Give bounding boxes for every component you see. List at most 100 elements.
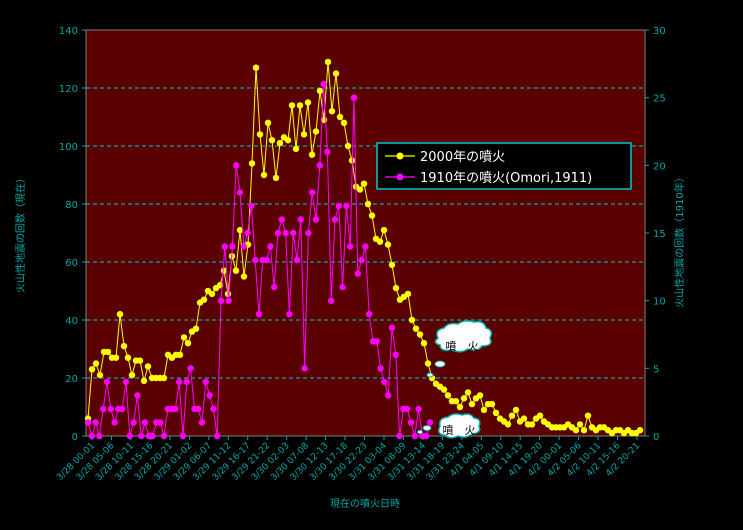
data-point-1910 [271, 283, 278, 291]
data-point-1910 [404, 405, 411, 413]
data-point-1910 [183, 378, 190, 386]
data-point-1910 [267, 243, 274, 250]
data-point-2000 [144, 363, 152, 370]
right-y-axis: 0 5 10 15 20 25 30 [645, 26, 666, 443]
data-point-1910 [316, 162, 323, 169]
data-point-1910 [252, 256, 259, 264]
data-point-2000 [192, 325, 200, 332]
data-point-1910 [134, 392, 141, 399]
data-point-2000 [356, 186, 364, 193]
data-point-2000 [476, 392, 484, 399]
right-tick-label: 30 [653, 26, 666, 37]
legend: 2000年の噴火 1910年の噴火(Omori,1911) [376, 142, 632, 190]
data-point-2000 [308, 151, 316, 158]
data-point-1910 [286, 311, 293, 318]
data-point-1910 [354, 270, 361, 277]
data-point-1910 [138, 432, 145, 440]
data-point-1910 [149, 432, 156, 440]
data-point-1910 [415, 405, 422, 413]
data-point-1910 [426, 419, 434, 426]
data-point-1910 [392, 351, 399, 358]
data-point-2000 [312, 128, 320, 135]
data-point-2000 [220, 267, 228, 274]
data-point-1910 [282, 229, 289, 237]
y-axis-title-left: 火山性地震の回数（現在） [14, 173, 27, 293]
data-point-2000 [268, 137, 276, 144]
data-point-1910 [187, 365, 194, 372]
data-point-2000 [452, 398, 460, 405]
left-tick-label: 120 [59, 84, 78, 95]
data-point-2000 [344, 142, 352, 150]
data-point-2000 [292, 145, 300, 153]
data-point-1910 [407, 419, 415, 426]
data-point-2000 [528, 421, 536, 428]
data-point-2000 [324, 58, 332, 66]
data-point-2000 [504, 421, 512, 428]
data-point-1910 [96, 432, 103, 440]
data-point-1910 [274, 229, 282, 237]
data-point-2000 [304, 99, 312, 106]
data-point-2000 [240, 273, 248, 280]
data-point-1910 [92, 419, 99, 426]
data-point-1910 [126, 432, 133, 440]
data-point-2000 [576, 421, 584, 428]
data-point-2000 [332, 70, 340, 77]
data-point-1910 [423, 432, 430, 440]
data-point-1910 [229, 243, 236, 250]
data-point-1910 [343, 202, 350, 210]
data-point-2000 [508, 412, 516, 419]
legend-label-1910: 1910年の噴火(Omori,1911) [420, 171, 592, 186]
y-axis-title-right: 火山性地震の回数（1910年） [673, 172, 686, 307]
data-point-1910 [221, 243, 228, 250]
plot-area [85, 29, 646, 437]
legend-box [376, 142, 632, 190]
data-point-2000 [480, 406, 488, 414]
data-point-1910 [160, 432, 168, 440]
data-point-1910 [324, 148, 331, 155]
data-point-1910 [217, 297, 225, 304]
data-point-1910 [411, 432, 418, 440]
data-point-2000 [176, 351, 184, 358]
data-point-2000 [96, 371, 104, 379]
data-point-2000 [488, 400, 496, 408]
data-point-1910 [385, 392, 392, 399]
data-point-2000 [336, 113, 344, 121]
data-point-2000 [584, 412, 592, 419]
data-point-1910 [320, 80, 327, 88]
data-point-2000 [200, 296, 208, 303]
data-point-1910 [172, 405, 179, 413]
data-point-1910 [198, 419, 206, 426]
right-tick-label: 10 [653, 297, 666, 308]
data-point-1910 [141, 419, 149, 426]
data-point-2000 [520, 415, 528, 422]
data-point-1910 [111, 419, 118, 426]
eruption-callout-1910: 噴 火 [417, 413, 481, 439]
data-point-1910 [195, 405, 202, 413]
left-tick-label: 100 [59, 142, 78, 153]
data-point-1910 [347, 243, 354, 250]
right-tick-label: 20 [653, 161, 666, 172]
data-point-1910 [225, 297, 232, 304]
right-tick-label: 5 [653, 364, 659, 375]
data-point-1910 [157, 419, 164, 426]
left-tick-label: 80 [65, 200, 78, 211]
data-point-2000 [512, 406, 520, 414]
right-tick-label: 15 [653, 229, 666, 240]
data-point-2000 [124, 354, 132, 361]
data-point-2000 [404, 290, 412, 298]
data-point-1910 [119, 405, 126, 413]
data-point-2000 [388, 261, 396, 269]
data-point-2000 [284, 137, 292, 144]
data-point-1910 [358, 256, 365, 264]
data-point-2000 [420, 340, 428, 347]
data-point-2000 [296, 102, 304, 109]
data-point-2000 [160, 374, 168, 382]
right-tick-label: 25 [653, 94, 666, 105]
data-point-1910 [107, 405, 115, 413]
data-point-2000 [368, 212, 376, 219]
data-point-2000 [456, 403, 464, 411]
data-point-2000 [468, 400, 476, 408]
right-tick-label: 0 [653, 432, 659, 443]
data-point-1910 [290, 229, 297, 237]
data-point-2000 [136, 357, 144, 364]
